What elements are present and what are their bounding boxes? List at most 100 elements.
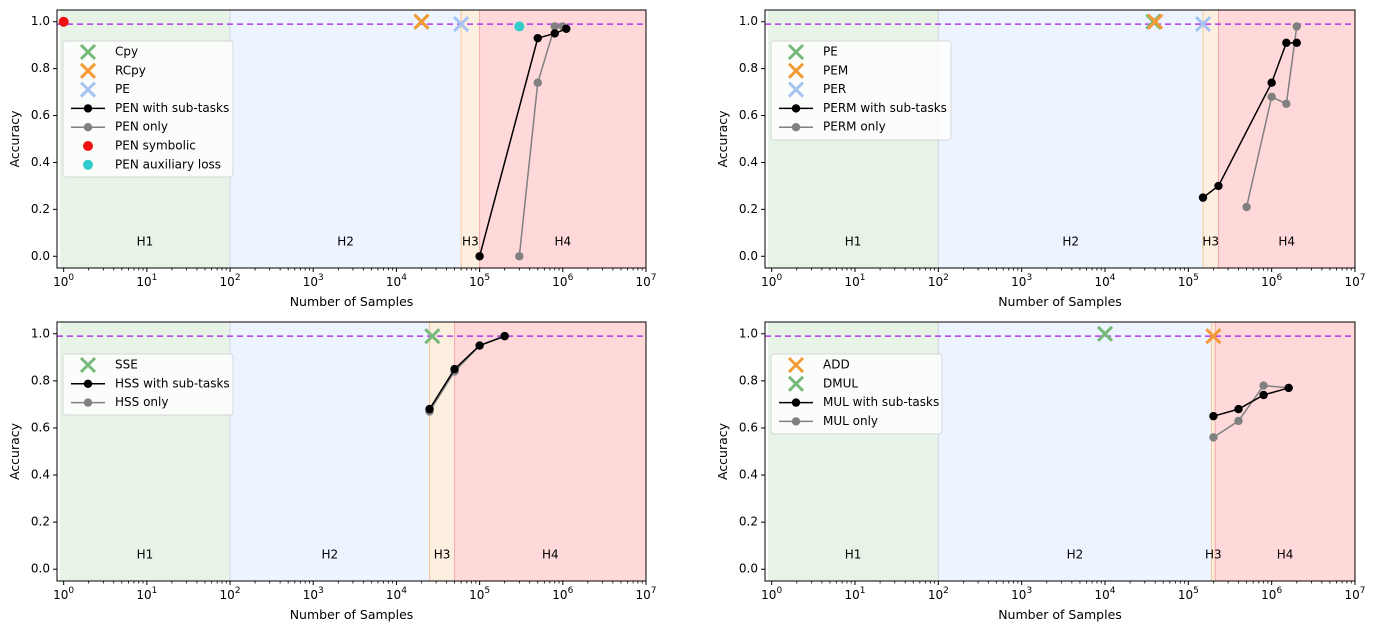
x-tick-label: 102 xyxy=(220,586,241,602)
region-label-h1: H1 xyxy=(137,548,154,562)
x-tick-label: 100 xyxy=(761,273,782,289)
legend-label-rcpy: RCpy xyxy=(115,63,146,77)
legend-marker-pen-with-sub-tasks xyxy=(71,104,105,113)
legend: Cpy RCpy PE PEN with sub-tasks PEN only PEN s… xyxy=(62,40,234,178)
x-tick-label: 101 xyxy=(844,273,865,289)
x-axis-label: Number of Samples xyxy=(998,294,1122,309)
series-line-hss-with-sub-tasks xyxy=(428,335,505,410)
data-point-mul-only xyxy=(1234,416,1243,426)
legend-label-per: PER xyxy=(823,82,846,96)
region-label-h2: H2 xyxy=(337,235,354,249)
region-label-h3: H3 xyxy=(1202,235,1219,249)
data-point-pen-auxiliary-loss xyxy=(514,21,525,32)
x-tick-label: 101 xyxy=(136,586,157,602)
series-line-perm-only xyxy=(1245,26,1298,208)
y-tick-label: 0.2 xyxy=(31,515,50,529)
region-label-h4: H4 xyxy=(1278,235,1295,249)
data-point-perm-only xyxy=(1267,92,1276,101)
legend-label-perm-only: PERM only xyxy=(823,120,886,134)
y-tick-label: 0.0 xyxy=(739,249,758,263)
x-tick-label: 105 xyxy=(469,273,490,289)
y-tick-label: 1.0 xyxy=(31,326,50,340)
x-tick-label: 104 xyxy=(386,273,407,289)
data-point-perm-with-sub-tasks xyxy=(1267,78,1276,87)
data-point-mul-with-sub-tasks xyxy=(1209,411,1218,421)
legend-marker-pen-symbolic xyxy=(83,141,93,151)
y-tick-label: 1.0 xyxy=(739,326,758,340)
data-point-hss-with-sub-tasks xyxy=(450,364,459,374)
legend-marker-pem xyxy=(787,62,805,79)
x-tick-label: 103 xyxy=(1011,273,1032,289)
data-point-hss-with-sub-tasks xyxy=(475,341,484,350)
y-tick-label: 0.2 xyxy=(31,202,50,216)
series-line-mul-only xyxy=(1213,384,1289,438)
data-point-pen-with-sub-tasks xyxy=(550,29,559,38)
legend-marker-pen-only xyxy=(71,123,105,132)
chart-panel-perm: H1 H2 H3 H4 0.0 0.2 0.4 0.6 0.8 1.0 100 101 102 103 10… xyxy=(715,9,1366,309)
legend-label-pen-with-sub-tasks: PEN with sub-tasks xyxy=(115,101,229,115)
region-h2 xyxy=(938,322,1212,581)
x-tick-label: 106 xyxy=(552,273,573,289)
legend-box xyxy=(770,40,952,141)
x-tick-label: 106 xyxy=(1261,273,1282,289)
data-point-perm-with-sub-tasks xyxy=(1214,181,1223,191)
legend-label-pe: PE xyxy=(823,45,838,59)
data-marker-add xyxy=(1205,328,1222,345)
legend-marker-sse xyxy=(79,356,97,374)
axes-frame xyxy=(56,9,647,269)
x-tick-label: 106 xyxy=(1261,586,1282,602)
x-tick-label: 102 xyxy=(928,586,949,602)
y-tick-label: 0.2 xyxy=(739,515,758,529)
legend-label-cpy: Cpy xyxy=(115,45,138,59)
x-tick-label: 105 xyxy=(1178,273,1199,289)
legend-marker-pen-auxiliary-loss xyxy=(83,159,93,170)
region-h4 xyxy=(1215,322,1355,581)
legend-marker-perm-only xyxy=(779,123,813,132)
data-point-mul-only xyxy=(1209,433,1218,442)
legend-label-dmul: DMUL xyxy=(823,376,858,390)
y-tick-label: 0.6 xyxy=(739,420,758,434)
x-tick-label: 103 xyxy=(303,586,324,602)
x-tick-label: 100 xyxy=(53,273,74,289)
y-tick-label: 0.0 xyxy=(31,562,50,576)
data-point-pen-only xyxy=(515,252,524,261)
y-tick-label: 0.4 xyxy=(739,468,758,482)
y-axis-label: Accuracy xyxy=(715,110,730,168)
legend-label-pen-only: PEN only xyxy=(115,120,168,134)
legend-box xyxy=(770,353,943,435)
data-point-pen-with-sub-tasks xyxy=(533,33,542,43)
data-marker-rcpy xyxy=(413,13,430,30)
y-tick-label: 0.8 xyxy=(31,61,50,75)
region-label-h4: H4 xyxy=(542,548,559,562)
y-tick-label: 0.2 xyxy=(739,202,758,216)
data-point-perm-with-sub-tasks xyxy=(1198,193,1208,202)
data-marker-pem xyxy=(1147,13,1164,30)
y-axis-label: Accuracy xyxy=(715,422,730,480)
data-point-hss-with-sub-tasks xyxy=(425,404,434,414)
axes-frame xyxy=(56,321,647,582)
y-tick-label: 0.0 xyxy=(739,562,758,576)
x-tick-label: 103 xyxy=(1011,586,1032,602)
region-h3 xyxy=(429,322,455,581)
y-tick-label: 0.6 xyxy=(31,108,50,122)
data-marker-per xyxy=(1194,16,1212,33)
chart-panel-hss: H1 H2 H3 H4 0.0 0.2 0.4 0.6 0.8 1.0 100 101 102 103 10… xyxy=(7,321,657,622)
region-label-h1: H1 xyxy=(845,548,862,562)
x-tick-label: 104 xyxy=(1094,273,1115,289)
legend-marker-add xyxy=(787,356,805,374)
x-tick-label: 105 xyxy=(469,586,490,602)
y-tick-label: 1.0 xyxy=(31,14,50,28)
x-tick-label: 102 xyxy=(928,273,949,289)
series-line-pen-with-sub-tasks xyxy=(478,28,567,257)
legend-marker-perm-with-sub-tasks xyxy=(779,104,813,113)
data-point-hss-with-sub-tasks xyxy=(500,331,509,341)
region-label-h2: H2 xyxy=(321,548,338,562)
y-tick-label: 0.8 xyxy=(739,373,758,387)
legend-marker-mul-only xyxy=(779,417,813,426)
legend-box xyxy=(62,353,234,416)
axes-frame xyxy=(764,321,1356,582)
x-tick-label: 107 xyxy=(1344,586,1365,602)
legend-label-perm-with-sub-tasks: PERM with sub-tasks xyxy=(823,101,947,115)
legend-marker-rcpy xyxy=(79,62,97,79)
y-axis-label: Accuracy xyxy=(7,110,22,168)
